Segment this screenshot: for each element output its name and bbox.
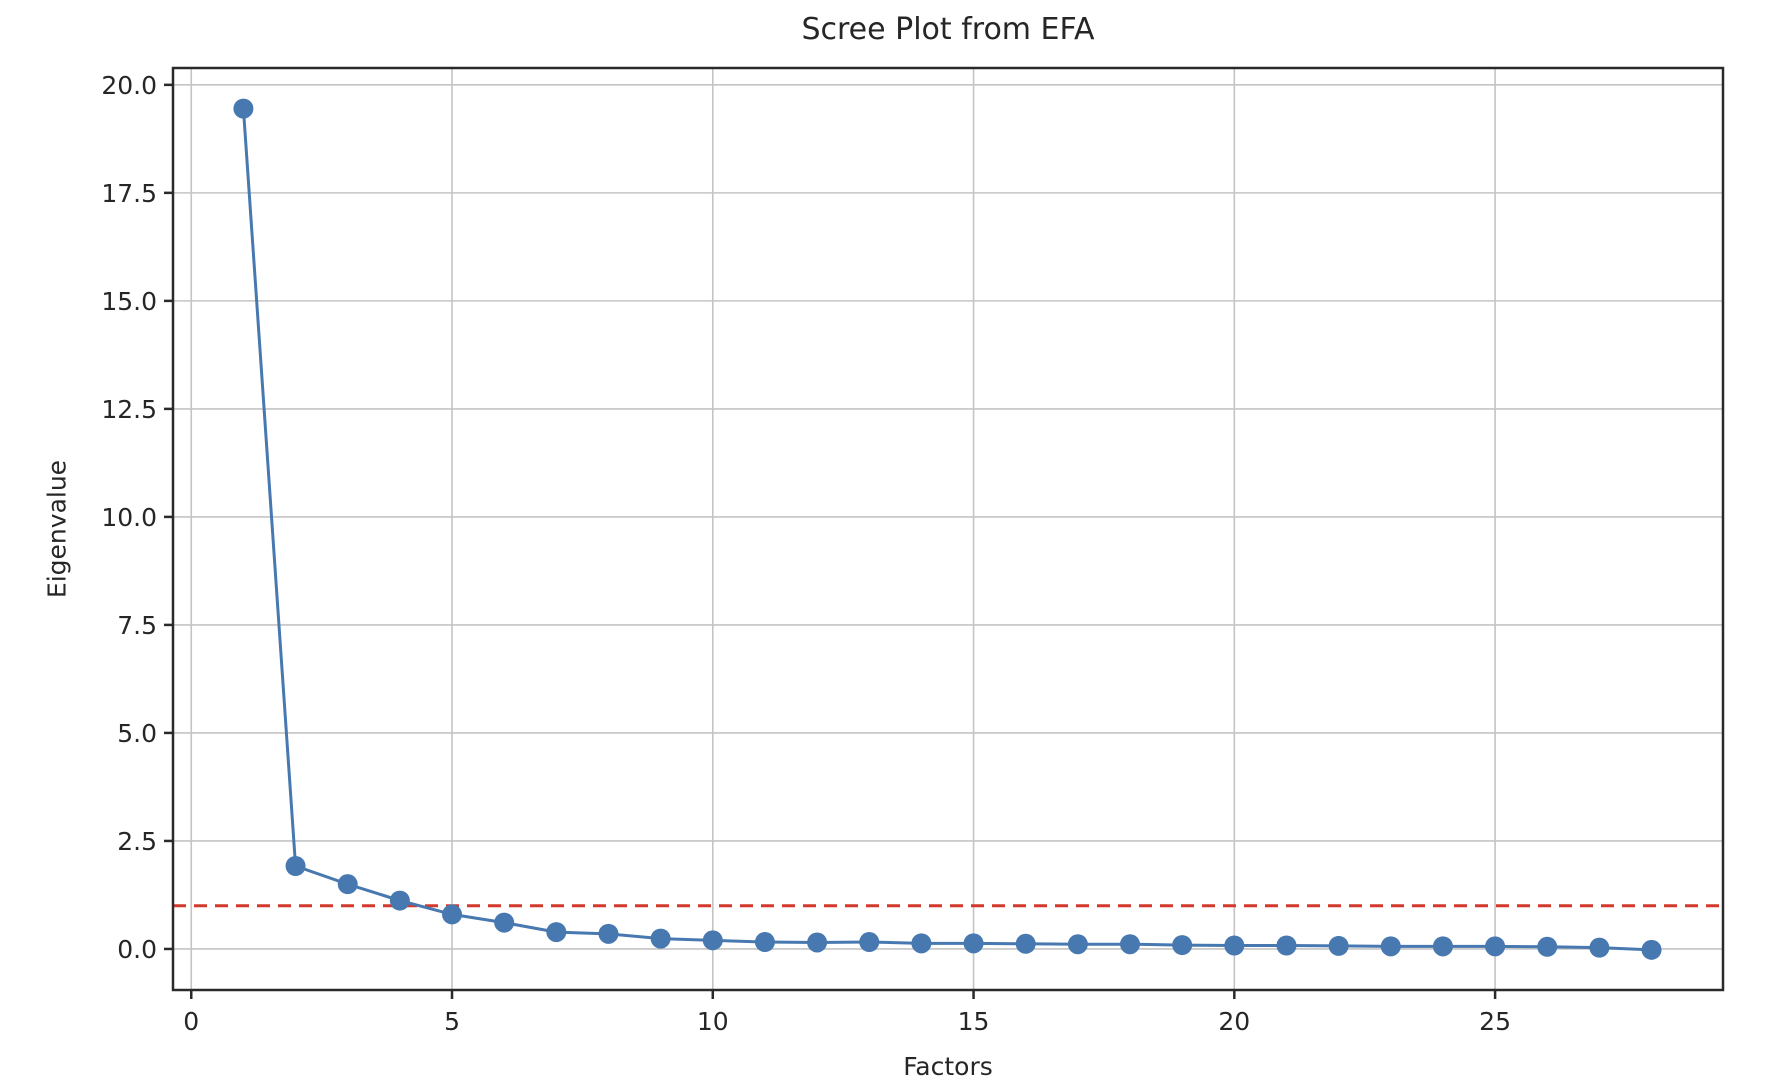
eigenvalue-line bbox=[241, 107, 1654, 952]
data-point bbox=[1120, 934, 1141, 955]
data-point bbox=[1589, 937, 1610, 958]
x-axis-label: Factors bbox=[903, 1052, 993, 1081]
data-point bbox=[650, 928, 671, 949]
y-tick-label: 12.5 bbox=[101, 395, 157, 424]
data-point bbox=[494, 912, 515, 933]
data-point bbox=[389, 890, 410, 911]
data-point bbox=[1067, 934, 1088, 955]
data-point bbox=[754, 932, 775, 953]
data-point bbox=[442, 904, 463, 925]
y-tick-label: 20.0 bbox=[101, 71, 157, 100]
data-point bbox=[1537, 936, 1558, 957]
data-point bbox=[546, 922, 567, 943]
data-point bbox=[1015, 933, 1036, 954]
y-tick-label: 10.0 bbox=[101, 503, 157, 532]
data-point bbox=[1432, 936, 1453, 957]
y-tick-label: 15.0 bbox=[101, 287, 157, 316]
y-tick-label: 7.5 bbox=[117, 611, 157, 640]
data-point bbox=[1641, 939, 1662, 960]
y-tick-label: 2.5 bbox=[117, 827, 157, 856]
data-point bbox=[285, 856, 306, 877]
data-point bbox=[859, 932, 880, 953]
y-tick-label: 5.0 bbox=[117, 719, 157, 748]
x-tick-label: 15 bbox=[958, 1007, 990, 1036]
data-point bbox=[598, 923, 619, 944]
data-point bbox=[911, 933, 932, 954]
x-tick-label: 5 bbox=[444, 1007, 460, 1036]
axes-spines bbox=[171, 66, 1725, 992]
x-tick-label: 25 bbox=[1479, 1007, 1511, 1036]
y-axis-label: Eigenvalue bbox=[42, 459, 72, 599]
data-point bbox=[1276, 935, 1297, 956]
data-point bbox=[963, 933, 984, 954]
data-point bbox=[1380, 936, 1401, 957]
data-point bbox=[1224, 935, 1245, 956]
x-tick-label: 20 bbox=[1218, 1007, 1250, 1036]
y-tick-label: 0.0 bbox=[117, 935, 157, 964]
data-point bbox=[337, 874, 358, 895]
data-point bbox=[807, 932, 828, 953]
data-point bbox=[233, 98, 254, 119]
x-tick-label: 0 bbox=[183, 1007, 199, 1036]
data-point bbox=[1485, 936, 1506, 957]
data-point bbox=[702, 930, 723, 951]
data-point bbox=[1172, 935, 1193, 956]
x-tick-label: 10 bbox=[697, 1007, 729, 1036]
chart-title: Scree Plot from EFA bbox=[801, 12, 1095, 47]
y-tick-label: 17.5 bbox=[101, 179, 157, 208]
data-point bbox=[1328, 935, 1349, 956]
